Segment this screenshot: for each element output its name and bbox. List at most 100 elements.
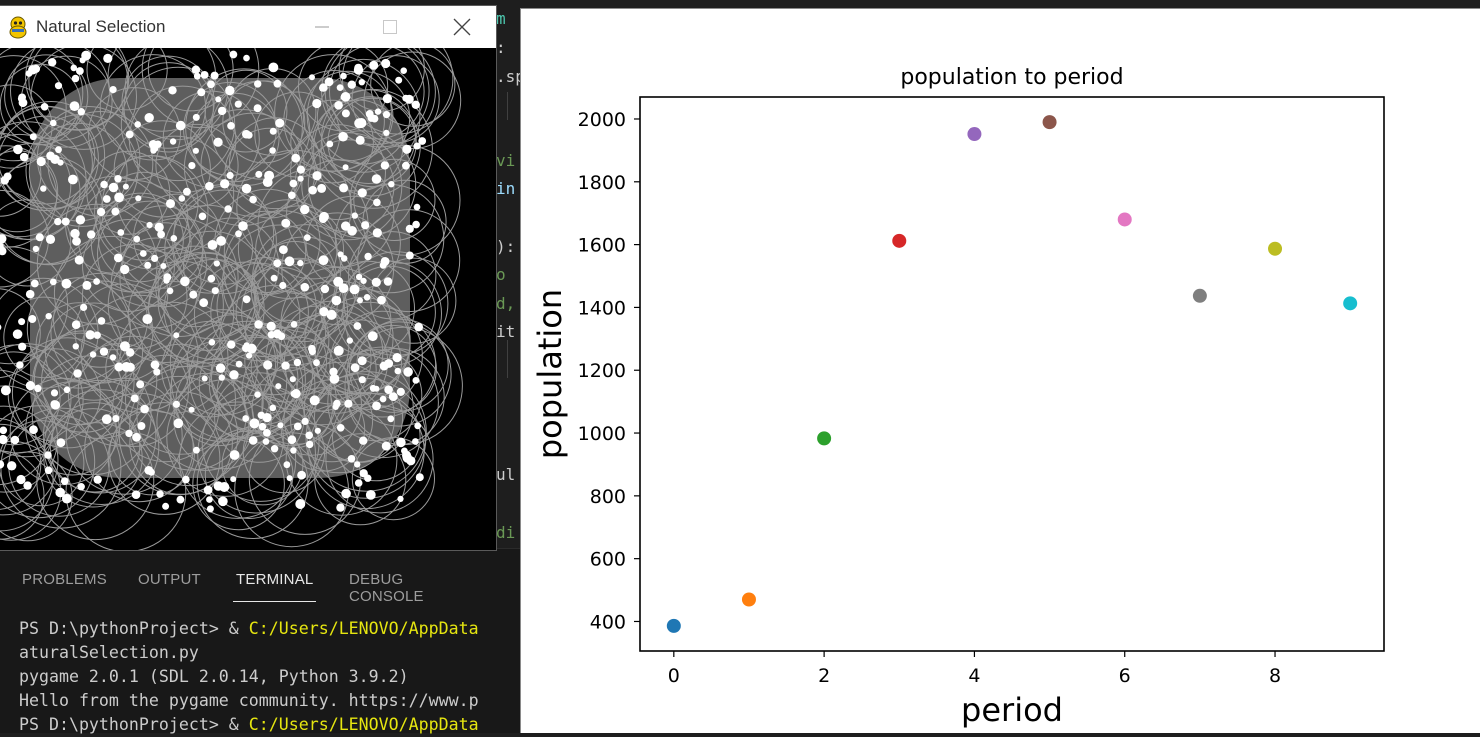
organism-dot — [180, 277, 190, 287]
scatter-point — [1043, 115, 1057, 129]
organism-dot — [97, 208, 105, 216]
organism-dot — [29, 425, 38, 434]
organism-dot — [160, 263, 166, 269]
organism-dot — [288, 435, 297, 444]
organism-dot — [170, 138, 176, 144]
organism-dot — [214, 138, 223, 147]
organism-dot — [321, 285, 329, 293]
organism-dot — [403, 367, 413, 377]
organism-dot — [218, 497, 228, 507]
organism-dot — [249, 436, 258, 445]
organism-dot — [352, 212, 358, 218]
organism-dot — [156, 490, 163, 497]
organism-dot — [360, 469, 368, 477]
organism-dot — [76, 215, 85, 224]
organism-dot — [64, 387, 71, 394]
organism-dot — [40, 185, 46, 191]
organism-dot — [297, 166, 305, 174]
organism-dot — [361, 221, 369, 229]
organism-dot — [0, 247, 6, 255]
organism-dot — [270, 405, 277, 412]
organism-dot — [227, 122, 235, 130]
organism-dot — [197, 88, 205, 96]
x-tick-label: 6 — [1119, 665, 1131, 687]
organism-dot — [55, 488, 65, 498]
organism-dot — [383, 130, 389, 136]
simulation-canvas[interactable] — [0, 48, 496, 550]
organism-dot — [342, 109, 350, 117]
organism-dot — [110, 354, 116, 360]
tab-problems[interactable]: PROBLEMS — [22, 571, 107, 588]
organism-dot — [373, 199, 381, 207]
organism-dot — [395, 77, 402, 84]
organism-dot — [126, 348, 134, 356]
organism-dot — [290, 376, 296, 382]
organism-dot — [297, 260, 303, 266]
organism-dot — [123, 184, 129, 190]
organism-dot — [315, 428, 321, 434]
organism-dot — [134, 121, 141, 128]
minimize-button[interactable] — [288, 6, 356, 48]
organism-dot — [291, 154, 300, 163]
organism-dot — [93, 278, 100, 285]
organism-dot — [73, 369, 81, 377]
organism-dot — [193, 114, 200, 121]
organism-dot — [103, 195, 111, 203]
organism-dot — [358, 188, 367, 197]
terminal-line: aturalSelection.py — [19, 641, 479, 665]
organism-dot — [354, 461, 360, 467]
organism-dot — [348, 455, 356, 463]
terminal-output[interactable]: PS D:\pythonProject> & C:/Users/LENOVO/A… — [19, 617, 479, 737]
organism-dot — [389, 392, 398, 401]
organism-dot — [7, 461, 16, 470]
organism-dot — [354, 64, 362, 72]
organism-dot — [57, 438, 66, 447]
organism-dot — [337, 424, 345, 432]
organism-dot — [275, 383, 281, 389]
tab-debug-console[interactable]: DEBUG CONSOLE — [349, 571, 424, 605]
organism-dot — [155, 223, 164, 232]
organism-dot — [382, 442, 391, 451]
organism-dot — [298, 176, 304, 182]
organism-dot — [375, 108, 381, 114]
organism-dot — [94, 475, 102, 483]
organism-dot — [269, 63, 279, 73]
tab-output[interactable]: OUTPUT — [138, 571, 201, 588]
code-fragment: ): — [496, 237, 515, 256]
organism-dot — [188, 162, 195, 169]
organism-dot — [381, 161, 389, 169]
organism-dot — [199, 213, 207, 221]
organism-dot — [144, 262, 151, 269]
organism-dot — [357, 297, 363, 303]
organism-dot — [254, 391, 260, 397]
organism-dot — [112, 415, 119, 422]
organism-dot — [115, 363, 124, 372]
maximize-icon — [383, 20, 397, 34]
organism-dot — [173, 401, 180, 408]
organism-dot — [243, 295, 251, 303]
organism-dot — [208, 275, 216, 283]
organism-dot — [380, 362, 389, 371]
organism-dot — [304, 234, 311, 241]
organism-dot — [358, 356, 367, 365]
organism-dot — [338, 132, 348, 142]
organism-dot — [263, 360, 272, 369]
organism-dot — [34, 385, 41, 392]
organism-dot — [201, 71, 209, 79]
organism-dot — [148, 469, 155, 476]
organism-dot — [102, 414, 112, 424]
close-button[interactable] — [428, 6, 496, 48]
organism-dot — [132, 433, 141, 442]
organism-dot — [327, 310, 337, 320]
pygame-title-bar[interactable]: Natural Selection — [0, 6, 496, 48]
organism-dot — [72, 320, 81, 329]
organism-dot — [372, 174, 382, 184]
maximize-button[interactable] — [356, 6, 424, 48]
organism-dot — [151, 360, 160, 369]
organism-dot — [76, 67, 84, 75]
x-tick-label: 2 — [818, 665, 830, 687]
organism-dot — [131, 394, 139, 402]
organism-dot — [209, 339, 216, 346]
organism-dot — [45, 467, 53, 475]
tab-terminal[interactable]: TERMINAL — [236, 571, 313, 588]
